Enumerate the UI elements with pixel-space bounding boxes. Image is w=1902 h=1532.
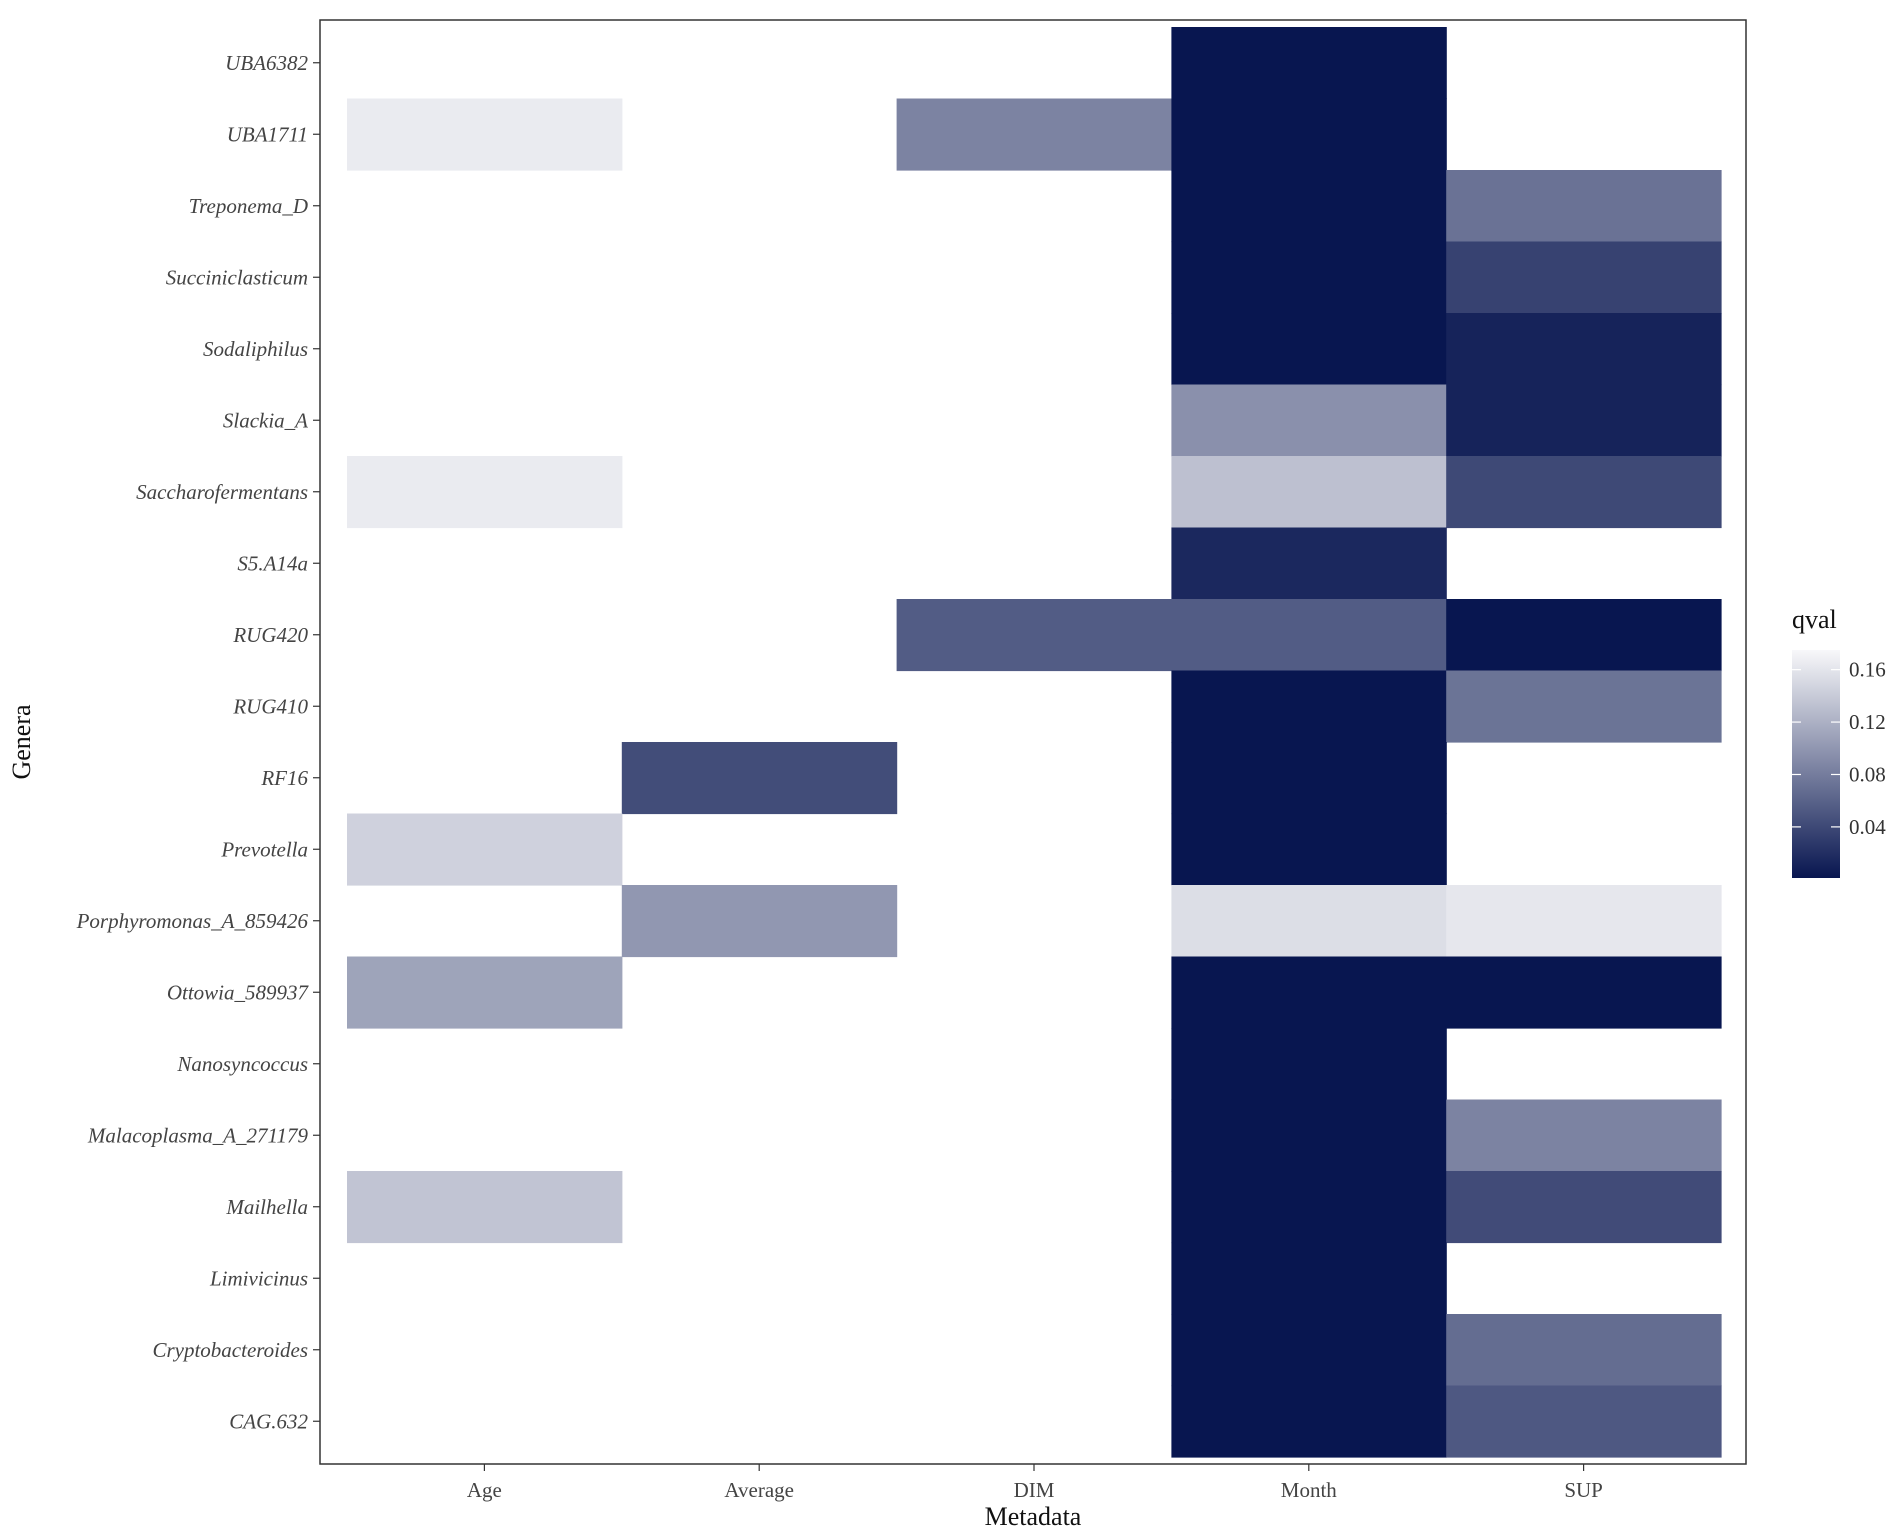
x-tick-label: DIM (1014, 1478, 1055, 1502)
heatmap-cell (1446, 170, 1722, 243)
legend-tick-label: 0.04 (1849, 815, 1886, 839)
legend-title: qval (1792, 605, 1837, 634)
heatmap-cell (347, 98, 623, 171)
heatmap-cell (1446, 1385, 1722, 1458)
heatmap-cell (1446, 670, 1722, 743)
heatmap-cell (347, 956, 623, 1029)
y-tick-label: Mailhella (225, 1195, 308, 1219)
y-axis: UBA6382 UBA1711 Treponema_D Succiniclasticu… (76, 51, 320, 1433)
heatmap-cell (1171, 384, 1447, 457)
y-tick-label: S5.A14a (237, 551, 308, 575)
heatmap-cell (1446, 1099, 1722, 1172)
heatmap-cell (1171, 313, 1447, 386)
heatmap-cell (1171, 1099, 1447, 1172)
heatmap-cell (1446, 384, 1722, 457)
y-tick-label: CAG.632 (229, 1409, 308, 1433)
heatmap-cell (1446, 599, 1722, 672)
heatmap-cell (1171, 1314, 1447, 1387)
legend-ticks: 0.04 0.08 0.12 0.16 (1792, 658, 1886, 839)
x-tick-label: Age (467, 1478, 502, 1502)
heatmap-cell (1171, 956, 1447, 1029)
y-tick-label: Succiniclasticum (166, 265, 308, 289)
x-tick-label: Month (1281, 1478, 1338, 1502)
heatmap-cell (896, 98, 1172, 171)
heatmap-cell (896, 599, 1172, 672)
y-tick-label: RUG410 (232, 694, 308, 718)
y-tick-label: Limivicinus (209, 1266, 308, 1290)
heatmap-cell (1446, 313, 1722, 386)
heatmap-cell (1446, 956, 1722, 1029)
heatmap-cell (1171, 456, 1447, 529)
y-tick-label: Saccharofermentans (136, 480, 308, 504)
heatmap-cell (1171, 27, 1447, 100)
heatmap-cell (1446, 241, 1722, 314)
heatmap-cell (621, 885, 898, 958)
y-tick-label: Sodaliphilus (203, 337, 308, 361)
heatmap-cell (1171, 742, 1447, 815)
heatmap-cell (1171, 1242, 1447, 1315)
legend: qval 0.04 0.08 0.12 0.16 (1792, 605, 1886, 878)
heatmap-cell (1171, 670, 1447, 743)
y-tick-label: Nanosyncoccus (176, 1052, 308, 1076)
legend-colorbar (1792, 650, 1840, 878)
y-tick-label: Cryptobacteroides (152, 1338, 308, 1362)
y-tick-label: Slackia_A (223, 408, 308, 432)
y-tick-label: Ottowia_589937 (167, 980, 310, 1004)
heatmap-cells (347, 27, 1722, 1458)
x-axis: Age Average DIM Month SUP (467, 1464, 1603, 1502)
heatmap-cell (1171, 813, 1447, 886)
heatmap-cell (1171, 1385, 1447, 1458)
y-tick-label: RF16 (260, 766, 308, 790)
y-tick-label: Malacoplasma_A_271179 (87, 1123, 309, 1147)
y-tick-label: UBA1711 (227, 122, 308, 146)
heatmap-cell (347, 813, 623, 886)
x-tick-label: Average (724, 1478, 794, 1502)
heatmap-cell (621, 742, 898, 815)
heatmap-cell (1171, 98, 1447, 171)
x-axis-title: Metadata (985, 1502, 1082, 1531)
heatmap-cell (1446, 885, 1722, 958)
heatmap-cell (1171, 241, 1447, 314)
legend-tick-label: 0.12 (1849, 710, 1886, 734)
heatmap-cell (1446, 1314, 1722, 1387)
legend-tick-label: 0.08 (1849, 762, 1886, 786)
heatmap-cell (347, 456, 623, 529)
panel-border (319, 19, 1747, 1465)
y-tick-label: Treponema_D (189, 194, 308, 218)
heatmap-cell (1171, 599, 1447, 672)
heatmap-cell (1446, 456, 1722, 529)
legend-tick-label: 0.16 (1849, 658, 1886, 682)
heatmap-cell (1171, 1171, 1447, 1244)
y-tick-label: RUG420 (232, 623, 308, 647)
heatmap-cell (1171, 1028, 1447, 1101)
x-tick-label: SUP (1564, 1478, 1603, 1502)
y-tick-label: Prevotella (220, 837, 308, 861)
heatmap-cell (347, 1171, 623, 1244)
heatmap-cell (1171, 170, 1447, 243)
y-axis-title: Genera (7, 704, 36, 780)
y-tick-label: UBA6382 (225, 51, 308, 75)
heatmap-cell (1171, 527, 1447, 600)
heatmap-cell (1446, 1171, 1722, 1244)
heatmap-cell (1171, 885, 1447, 958)
y-tick-label: Porphyromonas_A_859426 (76, 909, 309, 933)
